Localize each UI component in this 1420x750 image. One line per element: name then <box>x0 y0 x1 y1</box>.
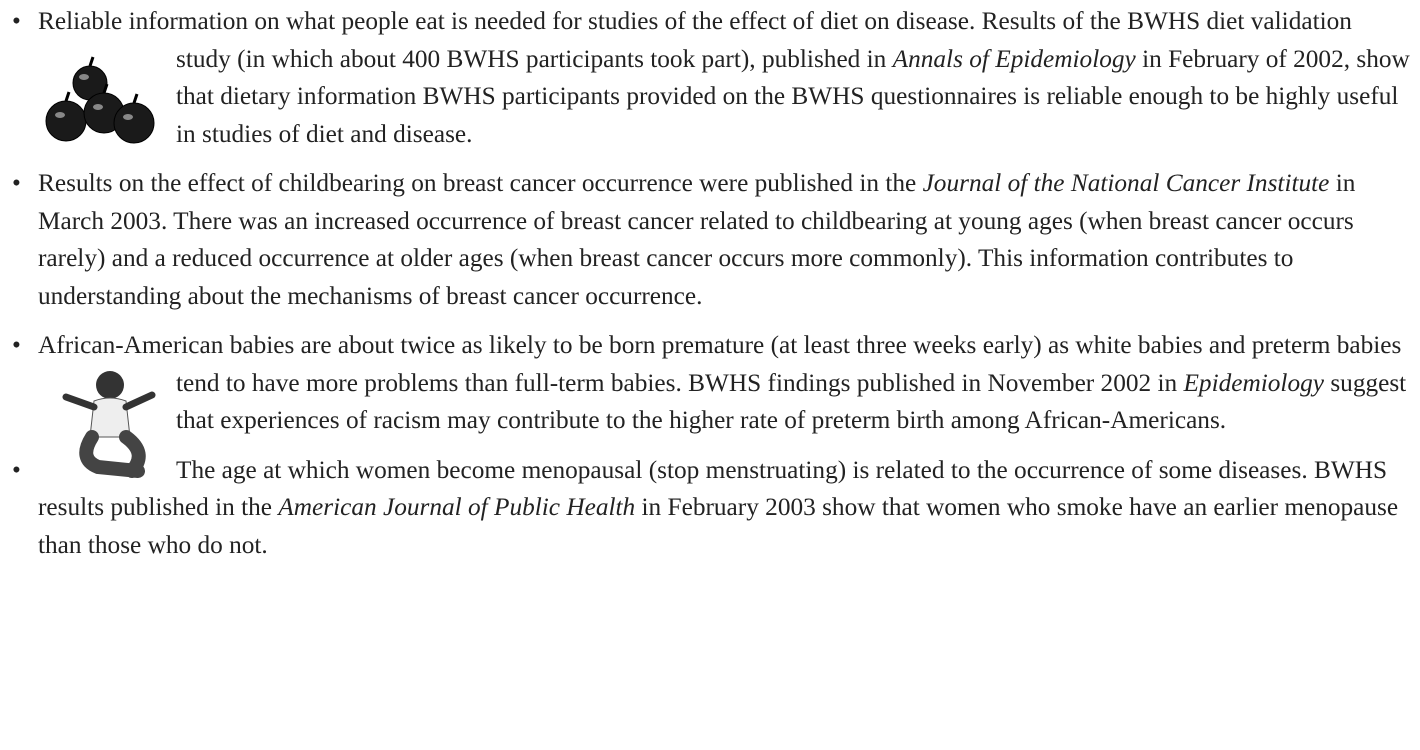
bullet-list: Reliable information on what people eat … <box>0 0 1420 564</box>
italic-text: American Journal of Public Health <box>278 493 635 521</box>
bullet-item: The age at which women become menopausal… <box>38 452 1412 565</box>
bullet-item: Reliable information on what people eat … <box>38 3 1412 153</box>
italic-text: Epidemiology <box>1183 369 1324 397</box>
page: Reliable information on what people eat … <box>0 0 1420 750</box>
bullet-item: African-American babies are about twice … <box>38 327 1412 440</box>
bullet-item: Results on the effect of childbearing on… <box>38 165 1412 315</box>
apples-icon <box>38 43 176 155</box>
italic-text: Journal of the National Cancer Institute <box>923 169 1330 197</box>
text: Results on the effect of childbearing on… <box>38 169 923 197</box>
italic-text: Annals of Epidemiology <box>893 45 1136 73</box>
